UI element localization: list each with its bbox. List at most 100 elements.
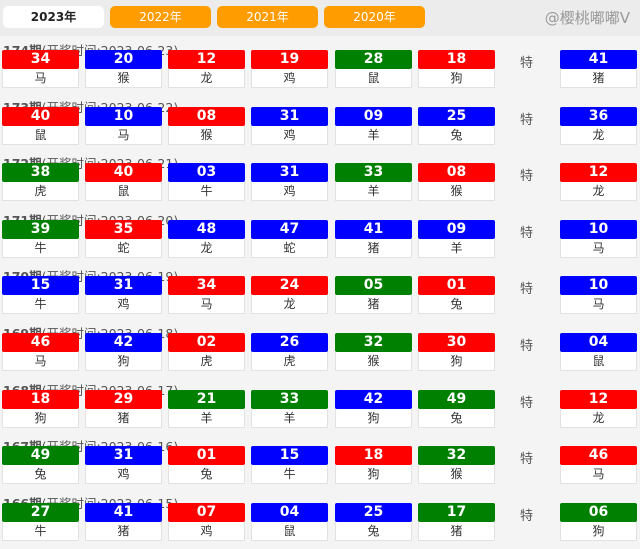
ball-number: 15: [2, 276, 79, 296]
ball-cell: 15 牛: [251, 446, 328, 485]
ball-cell: 17 猪: [418, 502, 495, 541]
ball-cell: 20 猴: [85, 50, 162, 88]
ball-number: 06: [560, 502, 637, 522]
ball-cell: 40 鼠: [2, 106, 79, 145]
zodiac-label: 龙: [560, 182, 637, 202]
ball-number: 42: [335, 389, 412, 409]
ball-number: 18: [335, 446, 412, 466]
ball-number: 30: [418, 333, 495, 352]
ball-cell: 03 牛: [168, 163, 245, 202]
ball-number: 12: [168, 50, 245, 69]
zodiac-label: 牛: [2, 295, 79, 315]
zodiac-label: 马: [560, 465, 637, 485]
zodiac-label: 猪: [418, 521, 495, 541]
zodiac-label: 羊: [168, 408, 245, 428]
special-label: 特: [520, 282, 534, 298]
zodiac-label: 狗: [335, 465, 412, 485]
ball-cell: 15 牛: [2, 276, 79, 315]
period-row: 166期(开奖时间:2023-06-15)27牛41猪07鸡04鼠25兔17猪特…: [0, 491, 640, 548]
ball-cell: 18 狗: [335, 446, 412, 485]
zodiac-label: 猴: [168, 125, 245, 145]
zodiac-label: 龙: [560, 408, 637, 428]
zodiac-label: 牛: [2, 521, 79, 541]
zodiac-label: 马: [2, 352, 79, 371]
zodiac-label: 兔: [2, 465, 79, 485]
ball-number: 38: [2, 163, 79, 183]
zodiac-label: 猪: [85, 521, 162, 541]
ball-cell: 46 马: [2, 333, 79, 371]
special-ball-cell: 12 龙: [560, 163, 637, 202]
zodiac-label: 狗: [418, 352, 495, 371]
ball-number: 20: [85, 50, 162, 69]
tab-year-2023[interactable]: 2023年: [3, 6, 104, 28]
tab-year-2021[interactable]: 2021年: [217, 6, 318, 28]
special-ball-cell: 41 猪: [560, 50, 637, 88]
ball-number: 29: [85, 389, 162, 409]
tab-year-2022[interactable]: 2022年: [110, 6, 211, 28]
special-label: 特: [520, 225, 534, 241]
zodiac-label: 狗: [335, 408, 412, 428]
ball-number: 01: [418, 276, 495, 296]
zodiac-label: 兔: [335, 521, 412, 541]
zodiac-label: 狗: [560, 521, 637, 541]
zodiac-label: 羊: [251, 408, 328, 428]
ball-number: 39: [2, 219, 79, 239]
zodiac-label: 兔: [418, 125, 495, 145]
ball-number: 40: [2, 106, 79, 126]
period-row: 174期(开奖时间:2023-06-23)34马20猴12龙19鸡28鼠18狗特…: [0, 38, 640, 95]
ball-cell: 33 羊: [335, 163, 412, 202]
zodiac-label: 龙: [168, 238, 245, 258]
ball-number: 49: [2, 446, 79, 466]
watermark: @樱桃嘟嘟V: [544, 9, 630, 27]
zodiac-label: 龙: [168, 69, 245, 88]
period-row: 173期(开奖时间:2023-06-22)40鼠10马08猴31鸡09羊25兔特…: [0, 95, 640, 152]
ball-cell: 05 猪: [335, 276, 412, 315]
ball-number: 27: [2, 502, 79, 522]
ball-cell: 34 马: [168, 276, 245, 315]
zodiac-label: 牛: [251, 465, 328, 485]
zodiac-label: 鼠: [2, 125, 79, 145]
period-row: 168期(开奖时间:2023-06-17)18狗29猪21羊33羊42狗49兔特…: [0, 378, 640, 435]
special-ball-cell: 12 龙: [560, 389, 637, 428]
zodiac-label: 羊: [335, 125, 412, 145]
zodiac-label: 鼠: [85, 182, 162, 202]
ball-number: 40: [85, 163, 162, 183]
ball-cell: 21 羊: [168, 389, 245, 428]
zodiac-label: 猴: [418, 465, 495, 485]
period-row: 170期(开奖时间:2023-06-19)15牛31鸡34马24龙05猪01兔特…: [0, 264, 640, 321]
zodiac-label: 狗: [418, 69, 495, 88]
ball-number: 41: [560, 50, 637, 69]
ball-number: 09: [335, 106, 412, 126]
ball-cell: 08 猴: [418, 163, 495, 202]
special-ball-cell: 10 马: [560, 219, 637, 258]
ball-cell: 31 鸡: [85, 446, 162, 485]
special-ball-cell: 36 龙: [560, 106, 637, 145]
zodiac-label: 鼠: [335, 69, 412, 88]
ball-cell: 02 虎: [168, 333, 245, 371]
zodiac-label: 马: [85, 125, 162, 145]
tab-year-2020[interactable]: 2020年: [324, 6, 425, 28]
ball-number: 41: [85, 502, 162, 522]
ball-number: 10: [560, 276, 637, 296]
ball-cell: 10 马: [85, 106, 162, 145]
period-row: 171期(开奖时间:2023-06-20)39牛35蛇48龙47蛇41猪09羊特…: [0, 208, 640, 265]
zodiac-label: 狗: [85, 352, 162, 371]
ball-number: 25: [335, 502, 412, 522]
ball-cell: 40 鼠: [85, 163, 162, 202]
ball-cell: 39 牛: [2, 219, 79, 258]
ball-number: 41: [335, 219, 412, 239]
special-label: 特: [520, 169, 534, 185]
zodiac-label: 鼠: [560, 352, 637, 371]
ball-number: 18: [418, 50, 495, 69]
zodiac-label: 龙: [560, 125, 637, 145]
ball-number: 26: [251, 333, 328, 352]
zodiac-label: 马: [560, 295, 637, 315]
ball-cell: 25 兔: [418, 106, 495, 145]
ball-number: 02: [168, 333, 245, 352]
ball-cell: 19 鸡: [251, 50, 328, 88]
zodiac-label: 猪: [335, 238, 412, 258]
ball-number: 04: [560, 333, 637, 352]
ball-number: 15: [251, 446, 328, 466]
period-row: 172期(开奖时间:2023-06-21)38虎40鼠03牛31鸡33羊08猴特…: [0, 151, 640, 208]
ball-cell: 08 猴: [168, 106, 245, 145]
